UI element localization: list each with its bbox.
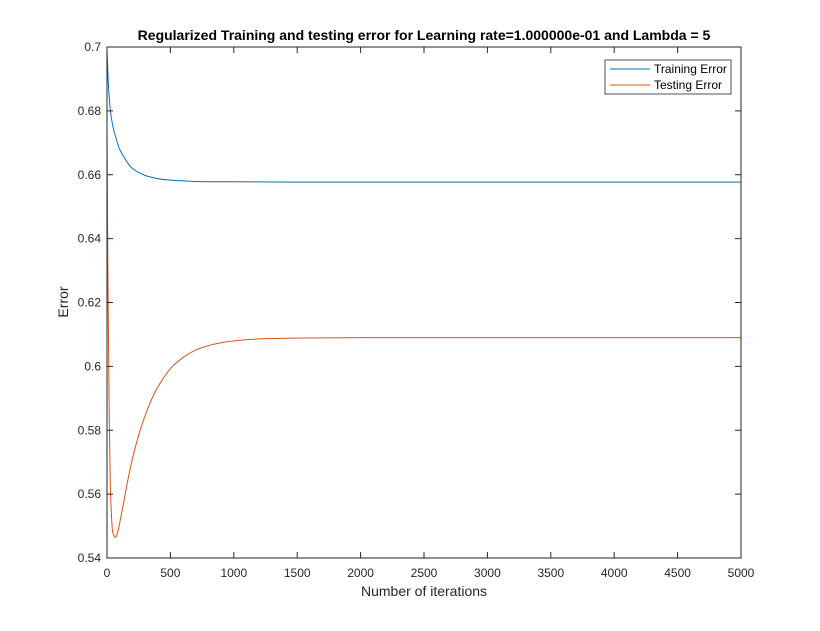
x-axis: 0 500 1000 1500 2000 2500 3000 3500 4000 4500 5000 (104, 47, 755, 580)
chart-title: Regularized Training and testing error f… (138, 27, 711, 43)
y-tick-label: 0.7 (84, 40, 101, 54)
x-tick-label: 500 (160, 566, 180, 580)
y-tick-label: 0.56 (78, 487, 102, 501)
x-tick-label: 1500 (284, 566, 311, 580)
y-axis-label: Error (55, 286, 71, 317)
training-error-line (106, 50, 741, 183)
x-tick-label: 3000 (474, 566, 501, 580)
legend-label-testing: Testing Error (654, 78, 722, 92)
y-tick-label: 0.64 (78, 232, 102, 246)
y-tick-label: 0.6 (84, 359, 101, 373)
x-tick-label: 2000 (347, 566, 374, 580)
legend-label-training: Training Error (654, 62, 727, 76)
series-layer (106, 50, 741, 538)
x-tick-label: 5000 (728, 566, 755, 580)
y-tick-label: 0.54 (78, 551, 102, 565)
x-tick-label: 0 (104, 566, 111, 580)
legend: Training Error Testing Error (604, 59, 732, 95)
x-tick-label: 4500 (664, 566, 691, 580)
x-tick-label: 1000 (220, 566, 247, 580)
x-axis-label: Number of iterations (361, 583, 487, 599)
x-tick-label: 2500 (411, 566, 438, 580)
plot-area (107, 47, 741, 558)
y-axis: 0.54 0.56 0.58 0.6 0.62 0.64 0.66 0.68 0.7 (78, 40, 741, 565)
y-tick-label: 0.68 (78, 104, 102, 118)
y-tick-label: 0.62 (78, 296, 102, 310)
y-tick-label: 0.58 (78, 423, 102, 437)
x-tick-label: 3500 (537, 566, 564, 580)
testing-error-line (106, 126, 741, 538)
y-tick-label: 0.66 (78, 168, 102, 182)
legend-box (604, 59, 732, 95)
x-tick-label: 4000 (601, 566, 628, 580)
